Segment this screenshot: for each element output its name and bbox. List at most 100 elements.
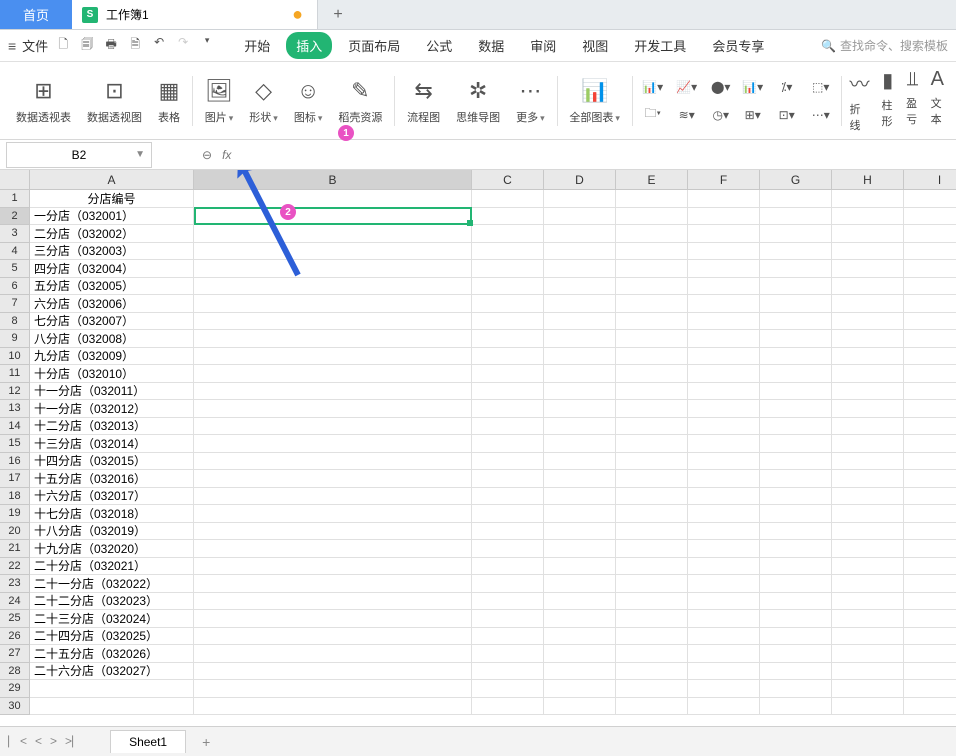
cell-F5[interactable] — [688, 260, 760, 278]
cell-G15[interactable] — [760, 435, 832, 453]
cell-C24[interactable] — [472, 593, 544, 611]
row-header-7[interactable]: 7 — [0, 295, 30, 313]
qat-undo-icon[interactable]: ↶ — [150, 35, 168, 56]
cell-F28[interactable] — [688, 663, 760, 681]
cell-I19[interactable] — [904, 505, 956, 523]
qat-saveas-icon[interactable]: 🗐 — [78, 35, 96, 56]
file-menu[interactable]: 文件 — [22, 36, 48, 55]
cell-A28[interactable]: 二十六分店（032027） — [30, 663, 194, 681]
cell-G4[interactable] — [760, 243, 832, 261]
pivot-table-button[interactable]: ⊞数据透视表 — [12, 77, 75, 125]
cell-E24[interactable] — [616, 593, 688, 611]
cell-H13[interactable] — [832, 400, 904, 418]
cell-E3[interactable] — [616, 225, 688, 243]
cell-B30[interactable] — [194, 698, 472, 716]
cell-H8[interactable] — [832, 313, 904, 331]
cell-E10[interactable] — [616, 348, 688, 366]
cell-B18[interactable] — [194, 488, 472, 506]
cell-I12[interactable] — [904, 383, 956, 401]
cell-F6[interactable] — [688, 278, 760, 296]
cell-H27[interactable] — [832, 645, 904, 663]
cell-D18[interactable] — [544, 488, 616, 506]
row-header-5[interactable]: 5 — [0, 260, 30, 278]
cell-F20[interactable] — [688, 523, 760, 541]
cell-D1[interactable] — [544, 190, 616, 208]
cells-area[interactable]: 分店编号一分店（032001）二分店（032002）三分店（032003）四分店… — [30, 190, 956, 715]
row-header-16[interactable]: 16 — [0, 453, 30, 471]
cell-E11[interactable] — [616, 365, 688, 383]
cell-D13[interactable] — [544, 400, 616, 418]
cell-H17[interactable] — [832, 470, 904, 488]
cell-C14[interactable] — [472, 418, 544, 436]
cell-C17[interactable] — [472, 470, 544, 488]
row-header-4[interactable]: 4 — [0, 243, 30, 261]
cell-I7[interactable] — [904, 295, 956, 313]
cell-D12[interactable] — [544, 383, 616, 401]
cell-I4[interactable] — [904, 243, 956, 261]
cell-A13[interactable]: 十一分店（032012） — [30, 400, 194, 418]
cell-B26[interactable] — [194, 628, 472, 646]
cell-D21[interactable] — [544, 540, 616, 558]
ribbon-tab-0[interactable]: 开始 — [234, 32, 280, 59]
cell-A21[interactable]: 十九分店（032020） — [30, 540, 194, 558]
picture-button[interactable]: 🖼图片▾ — [201, 77, 238, 125]
cell-E14[interactable] — [616, 418, 688, 436]
cell-I24[interactable] — [904, 593, 956, 611]
cell-I3[interactable] — [904, 225, 956, 243]
cell-I17[interactable] — [904, 470, 956, 488]
cell-C5[interactable] — [472, 260, 544, 278]
add-sheet-button[interactable]: + — [202, 734, 210, 750]
cell-C23[interactable] — [472, 575, 544, 593]
cell-C10[interactable] — [472, 348, 544, 366]
cell-E21[interactable] — [616, 540, 688, 558]
qat-more-icon[interactable]: ▾ — [198, 35, 216, 56]
cell-G18[interactable] — [760, 488, 832, 506]
cell-B8[interactable] — [194, 313, 472, 331]
cell-A30[interactable] — [30, 698, 194, 716]
cell-D15[interactable] — [544, 435, 616, 453]
cell-G25[interactable] — [760, 610, 832, 628]
cell-A26[interactable]: 二十四分店（032025） — [30, 628, 194, 646]
cell-B3[interactable] — [194, 225, 472, 243]
cell-D30[interactable] — [544, 698, 616, 716]
cell-I23[interactable] — [904, 575, 956, 593]
column-header-F[interactable]: F — [688, 170, 760, 190]
cell-D25[interactable] — [544, 610, 616, 628]
new-tab-button[interactable]: + — [318, 0, 358, 29]
sheet-nav-last-icon[interactable]: >⎸ — [65, 734, 84, 749]
cell-A27[interactable]: 二十五分店（032026） — [30, 645, 194, 663]
cell-A5[interactable]: 四分店（032004） — [30, 260, 194, 278]
textbox-button[interactable]: A文本 — [931, 68, 944, 133]
cell-C6[interactable] — [472, 278, 544, 296]
row-header-25[interactable]: 25 — [0, 610, 30, 628]
chart-mini2-0[interactable]: 📊▾ — [741, 75, 765, 99]
cell-I9[interactable] — [904, 330, 956, 348]
cell-H3[interactable] — [832, 225, 904, 243]
cell-I18[interactable] — [904, 488, 956, 506]
row-header-9[interactable]: 9 — [0, 330, 30, 348]
flowchart-button[interactable]: ⇆流程图 — [403, 77, 444, 125]
row-header-26[interactable]: 26 — [0, 628, 30, 646]
cell-D3[interactable] — [544, 225, 616, 243]
cell-C20[interactable] — [472, 523, 544, 541]
cell-F1[interactable] — [688, 190, 760, 208]
cell-C29[interactable] — [472, 680, 544, 698]
row-header-18[interactable]: 18 — [0, 488, 30, 506]
cell-E12[interactable] — [616, 383, 688, 401]
ribbon-tab-1[interactable]: 插入 — [286, 32, 332, 59]
ribbon-tab-2[interactable]: 页面布局 — [338, 32, 410, 59]
cell-F24[interactable] — [688, 593, 760, 611]
cell-C21[interactable] — [472, 540, 544, 558]
cell-F25[interactable] — [688, 610, 760, 628]
cell-I28[interactable] — [904, 663, 956, 681]
row-header-10[interactable]: 10 — [0, 348, 30, 366]
ribbon-tab-3[interactable]: 公式 — [416, 32, 462, 59]
row-header-11[interactable]: 11 — [0, 365, 30, 383]
cell-F10[interactable] — [688, 348, 760, 366]
cell-C13[interactable] — [472, 400, 544, 418]
column-header-B[interactable]: B — [194, 170, 472, 190]
cell-D6[interactable] — [544, 278, 616, 296]
cell-I5[interactable] — [904, 260, 956, 278]
column-header-C[interactable]: C — [472, 170, 544, 190]
cell-H30[interactable] — [832, 698, 904, 716]
